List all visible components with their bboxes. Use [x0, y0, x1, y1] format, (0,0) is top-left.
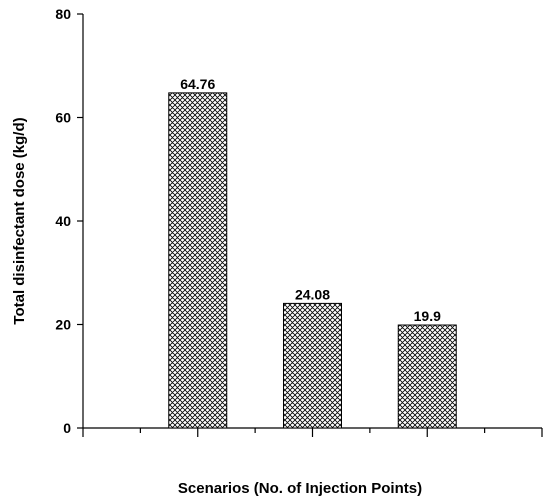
y-tick-label: 40 — [55, 213, 71, 229]
bars-group — [168, 92, 457, 429]
y-tick-label: 60 — [55, 110, 71, 126]
y-tick-label: 0 — [63, 420, 71, 436]
y-axis-title: Total disinfectant dose (kg/d) — [11, 117, 28, 324]
bar — [397, 324, 457, 429]
x-axis-title: Scenarios (No. of Injection Points) — [178, 480, 422, 497]
bar-value-label: 24.08 — [295, 286, 330, 302]
bar-value-label: 19.9 — [414, 308, 441, 324]
x-axis-ticks — [82, 428, 543, 437]
bar-value-label: 64.76 — [180, 76, 215, 92]
y-axis-ticks: 0 20 40 60 80 — [55, 6, 83, 436]
bar — [168, 92, 228, 429]
plot-area: 0 20 40 60 80 64.76 24.08 19.9 — [55, 6, 543, 437]
bar — [283, 302, 342, 429]
data-labels-group: 64.76 24.08 19.9 — [180, 76, 441, 324]
y-tick-label: 20 — [55, 317, 71, 333]
y-tick-label: 80 — [55, 6, 71, 22]
